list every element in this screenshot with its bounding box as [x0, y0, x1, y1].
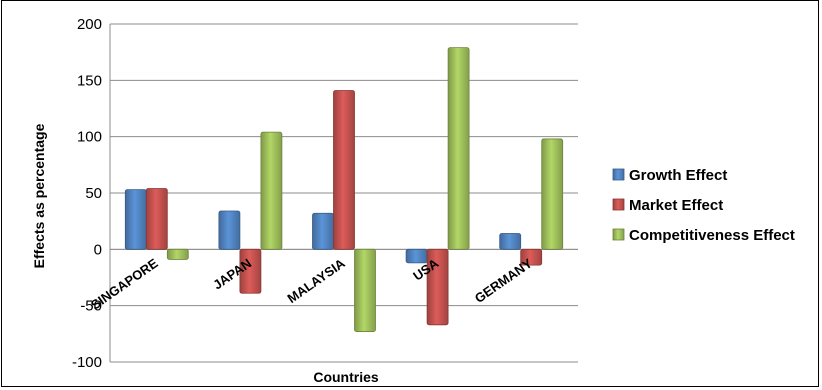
x-tick-label: GERMANY: [472, 255, 535, 306]
y-tick-label: 200: [77, 16, 102, 33]
y-tick-label: 50: [85, 185, 102, 202]
bar-competitiveness-effect-usa: [447, 47, 470, 250]
x-axis-title: Countries: [313, 369, 379, 385]
bar-market-effect-japan: [239, 248, 262, 294]
x-tick-label: MALAYSIA: [284, 255, 348, 306]
bar-growth-effect-japan: [218, 210, 241, 250]
bar-market-effect-usa: [426, 248, 449, 326]
bar-growth-effect-singapore: [124, 189, 147, 250]
legend-swatch-market-effect: [612, 198, 625, 211]
x-tick-label: SINGAPORE: [88, 255, 161, 312]
legend: Growth Effect Market Effect Competitivenes…: [612, 167, 795, 244]
legend-label-growth-effect: Growth Effect: [629, 167, 727, 184]
y-tick-label: -100: [72, 354, 102, 371]
bars: [124, 47, 564, 332]
bar-market-effect-germany: [520, 248, 543, 266]
y-tick-label: 100: [77, 129, 102, 146]
legend-label-competitiveness-effect: Competitiveness Effect: [629, 227, 795, 244]
bar-competitiveness-effect-singapore: [166, 248, 189, 260]
bar-growth-effect-germany: [499, 233, 522, 250]
bar-competitiveness-effect-germany: [541, 138, 564, 250]
legend-label-market-effect: Market Effect: [629, 197, 723, 214]
bar-competitiveness-effect-malaysia: [354, 248, 376, 332]
y-tick-label: -50: [80, 298, 102, 315]
bar-competitiveness-effect-japan: [260, 131, 283, 250]
y-tick-label: 0: [94, 241, 102, 258]
y-tick-label: 150: [77, 72, 102, 89]
legend-swatch-competitiveness-effect: [612, 228, 625, 241]
y-axis-title: Effects as percentage: [31, 123, 47, 268]
bar-growth-effect-malaysia: [312, 212, 334, 250]
bar-market-effect-malaysia: [333, 90, 355, 250]
bar-market-effect-singapore: [145, 188, 168, 250]
legend-swatch-growth-effect: [612, 168, 625, 181]
